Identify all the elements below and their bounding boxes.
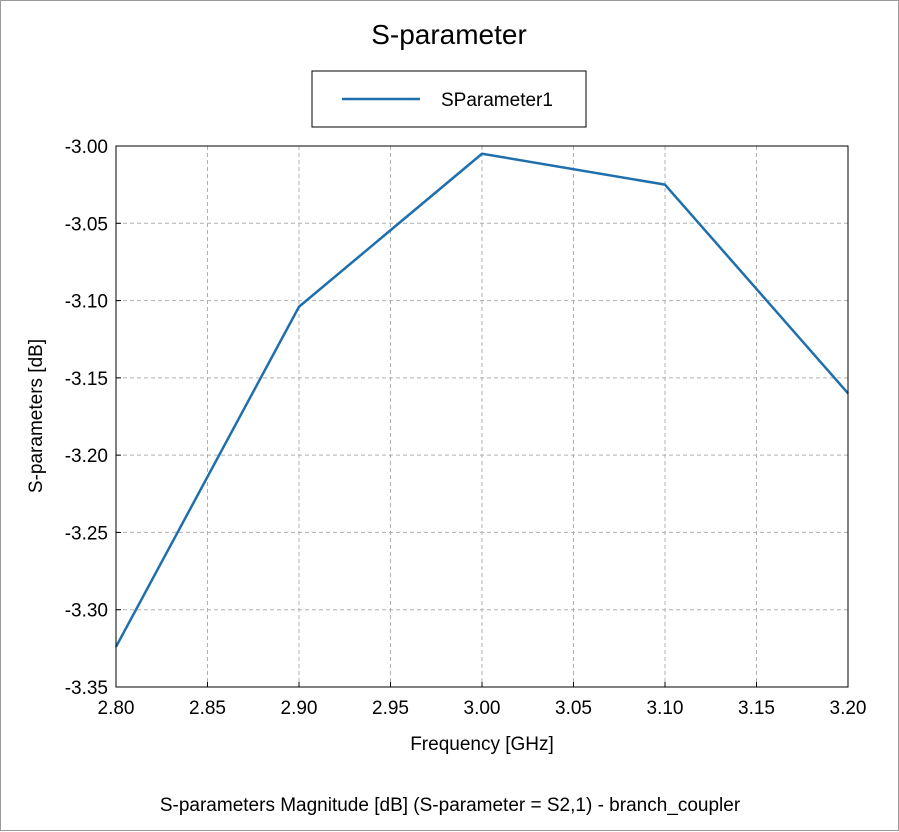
- x-tick-label: 3.20: [830, 698, 867, 719]
- x-tick-label: 2.95: [372, 698, 409, 719]
- y-tick-label: -3.30: [65, 601, 108, 622]
- y-tick-label: -3.20: [65, 446, 108, 467]
- x-tick-label: 3.10: [647, 698, 684, 719]
- y-axis-ticks: -3.00 -3.05 -3.10 -3.15 -3.20 -3.25 -3.30 -3.35: [65, 137, 121, 699]
- series-line-sparameter1: [114, 152, 849, 648]
- chart-caption: S-parameters Magnitude [dB] (S-parameter…: [160, 795, 741, 816]
- x-tick-label: 3.00: [464, 698, 501, 719]
- y-tick-label: -3.25: [65, 523, 108, 544]
- chart-title: S-parameter: [371, 19, 527, 50]
- legend-label-sparameter1: SParameter1: [441, 90, 553, 111]
- grid: [116, 146, 848, 687]
- x-axis-label: Frequency [GHz]: [410, 734, 554, 755]
- y-tick-label: -3.05: [65, 214, 108, 235]
- y-tick-label: -3.00: [65, 137, 108, 158]
- plot-background: [116, 146, 848, 687]
- x-axis-ticks: 2.80 2.85 2.90 2.95 3.00 3.05 3.10 3.15 3.20: [98, 682, 867, 719]
- y-axis-label: S-parameters [dB]: [26, 339, 47, 493]
- y-tick-label: -3.35: [65, 678, 108, 699]
- x-tick-label: 2.85: [189, 698, 226, 719]
- x-tick-label: 3.05: [555, 698, 592, 719]
- series-layer: [114, 152, 849, 648]
- legend: SParameter1: [311, 70, 587, 128]
- x-tick-label: 3.15: [738, 698, 775, 719]
- x-tick-label: 2.80: [98, 698, 135, 719]
- y-tick-label: -3.10: [65, 292, 108, 313]
- x-tick-label: 2.90: [281, 698, 318, 719]
- y-tick-label: -3.15: [65, 369, 108, 390]
